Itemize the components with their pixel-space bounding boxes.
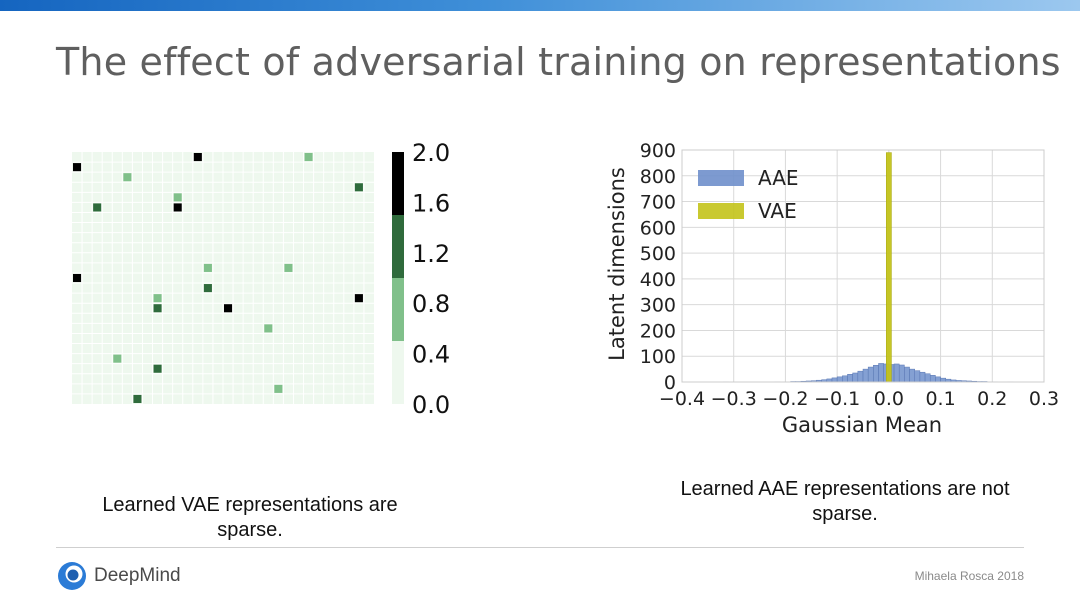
heatmap-colorbar-ticks: 0.0 0.4 0.8 1.2 1.6 2.0: [412, 139, 450, 419]
heatmap-cell: [284, 263, 293, 272]
aae-bar: [867, 366, 874, 383]
aae-bar: [914, 370, 921, 383]
caption-vae: Learned VAE representations are sparse.: [102, 494, 398, 541]
aae-bar: [924, 373, 931, 383]
heatmap-cell: [113, 354, 122, 363]
heatmap-cell: [304, 153, 313, 162]
footer-divider: [56, 547, 1024, 548]
x-tick-label: −0.2: [762, 388, 808, 410]
aae-bar: [878, 363, 884, 383]
x-tick-label: 0.3: [1029, 388, 1059, 410]
heatmap-cell: [173, 193, 182, 202]
aae-bar: [842, 375, 848, 383]
histogram-y-ticks: 0 100 200 300 400 500 600 700 800 900: [640, 140, 676, 394]
heatmap-cell: [203, 263, 212, 272]
legend-swatch: [698, 203, 744, 219]
histogram-legend: AAE VAE: [698, 166, 799, 223]
plot-area-border: [681, 149, 1045, 383]
y-tick-label: 200: [640, 320, 676, 342]
aae-bar: [847, 374, 853, 383]
heatmap-colorbar: [392, 152, 404, 404]
colorbar-tick-label: 1.2: [412, 240, 450, 268]
aae-bar: [898, 364, 905, 383]
colorbar-tick-label: 1.6: [412, 189, 450, 217]
x-tick-label: −0.1: [814, 388, 860, 410]
legend-label: VAE: [758, 199, 797, 223]
colorbar-segment: [392, 152, 404, 215]
heatmap-cell: [354, 183, 363, 192]
heatmap-cell: [193, 153, 202, 162]
aae-bar: [873, 364, 879, 383]
heatmap-cell: [153, 294, 162, 303]
aae-bar: [919, 371, 926, 383]
y-tick-label: 700: [640, 192, 676, 214]
colorbar-tick-label: 0.0: [412, 391, 450, 419]
legend-swatch: [698, 170, 744, 186]
colorbar-tick-label: 0.8: [412, 290, 450, 318]
histogram-frame: [681, 149, 1045, 383]
y-tick-label: 600: [640, 217, 676, 239]
heatmap-cell: [224, 304, 233, 313]
vae-bar: [886, 152, 892, 383]
y-tick-label: 900: [640, 140, 676, 162]
aae-bar: [862, 368, 869, 383]
histogram-x-ticks: −0.4 −0.3 −0.2 −0.1 0.0 0.1 0.2 0.3: [659, 388, 1059, 410]
x-tick-label: 0.0: [874, 388, 904, 410]
colorbar-tick-label: 2.0: [412, 139, 450, 167]
y-axis-label: Latent dimensions: [605, 167, 629, 361]
x-tick-label: 0.2: [977, 388, 1007, 410]
heatmap-cell: [173, 203, 182, 212]
legend-label: AAE: [758, 166, 799, 190]
aae-bar: [831, 377, 838, 383]
aae-bar: [909, 368, 915, 383]
colorbar-segment: [392, 278, 404, 341]
slide-title: The effect of adversarial training on re…: [56, 40, 1061, 84]
heatmap-cell: [153, 304, 162, 313]
vae-heatmap-chart: 0.0 0.4 0.8 1.2 1.6 2.0: [72, 139, 450, 419]
x-tick-label: 0.1: [925, 388, 955, 410]
y-tick-label: 800: [640, 166, 676, 188]
caption-aae: Learned AAE representations are not spar…: [680, 478, 1010, 525]
aae-bar: [929, 375, 936, 383]
heatmap-cell: [153, 364, 162, 373]
aae-bar: [893, 363, 900, 383]
aae-bar: [836, 376, 843, 383]
y-tick-label: 400: [640, 269, 676, 291]
colorbar-tick-label: 0.4: [412, 341, 450, 369]
heatmap-cell: [264, 324, 273, 333]
deepmind-logo-icon: [58, 562, 86, 590]
heatmap-cell: [354, 294, 363, 303]
heatmap-cell: [123, 173, 132, 182]
gaussian-mean-histogram: −0.4 −0.3 −0.2 −0.1 0.0 0.1 0.2 0.3 0 100 200 300 4…: [605, 140, 1059, 437]
heatmap-cell: [203, 284, 212, 293]
heatmap-cell: [73, 273, 82, 283]
aae-bar: [852, 372, 859, 383]
y-tick-label: 500: [640, 243, 676, 265]
aae-bar: [940, 377, 946, 383]
y-tick-label: 100: [640, 346, 676, 368]
heatmap-grid: [72, 152, 374, 404]
heatmap-cell: [133, 394, 142, 403]
aae-bar: [857, 370, 864, 383]
aae-bar: [904, 366, 910, 383]
heatmap-cell: [274, 384, 283, 393]
author-credit: Mihaela Rosca 2018: [914, 569, 1024, 583]
colorbar-segment: [392, 215, 404, 278]
x-axis-label: Gaussian Mean: [782, 413, 942, 437]
heatmap-cell: [73, 163, 82, 172]
aae-bar: [935, 376, 941, 383]
heatmap-cell: [93, 203, 102, 212]
colorbar-segment: [392, 341, 404, 404]
y-tick-label: 0: [664, 372, 676, 394]
x-tick-label: −0.3: [711, 388, 757, 410]
top-accent-bar: [0, 0, 1080, 11]
x-tick-label: −0.4: [659, 388, 705, 410]
brand-name: DeepMind: [94, 565, 181, 586]
y-tick-label: 300: [640, 295, 676, 317]
